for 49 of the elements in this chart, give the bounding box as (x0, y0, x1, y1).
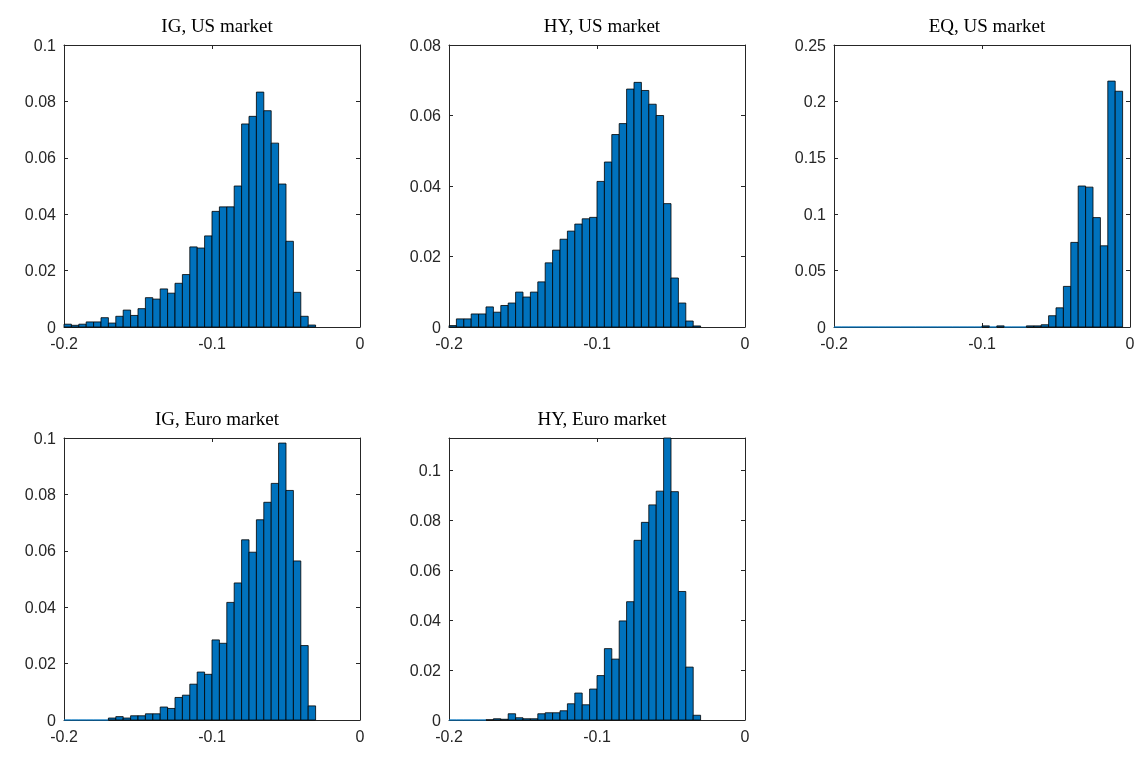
y-tick-label: 0.06 (24, 542, 57, 560)
y-tick-label: 0.06 (409, 107, 442, 124)
y-tick-label: 0.02 (409, 248, 442, 265)
x-tick-label: -0.1 (198, 727, 226, 745)
x-tick-label: -0.2 (820, 334, 848, 352)
y-tick-label: 0.25 (794, 36, 827, 54)
y-tick-label: 0.08 (24, 92, 57, 110)
y-tick-label: 0.06 (24, 149, 57, 167)
x-tick-label: 0 (1125, 334, 1135, 352)
x-tick-label: -0.2 (435, 727, 463, 745)
x-tick-label: -0.2 (50, 334, 78, 352)
x-tick-label: -0.2 (50, 727, 78, 745)
x-tick-label: -0.1 (198, 334, 226, 352)
y-tick-label: 0.08 (409, 511, 442, 529)
y-tick-label: 0.08 (409, 36, 442, 54)
y-tick-label: 0.06 (409, 561, 442, 579)
x-tick-label: 0 (740, 334, 750, 352)
chart-title: IG, Euro market (155, 408, 280, 429)
y-tick-label: 0.04 (24, 598, 57, 616)
y-tick-label: 0.08 (24, 485, 57, 503)
x-tick-label: -0.1 (583, 334, 611, 352)
y-tick-label: 0.1 (803, 205, 827, 223)
y-tick-label: 0.02 (409, 661, 442, 679)
x-tick-label: 0 (355, 334, 365, 352)
chart-title: IG, US market (161, 15, 274, 36)
y-tick-label: 0.04 (24, 205, 57, 223)
x-tick-label: -0.2 (435, 334, 463, 352)
y-tick-label: 0 (817, 318, 827, 336)
y-tick-label: 0.02 (24, 655, 57, 673)
y-tick-label: 0.05 (794, 262, 827, 280)
x-tick-label: 0 (740, 727, 750, 745)
y-tick-label: 0 (432, 711, 442, 729)
y-tick-label: 0.02 (24, 262, 57, 280)
chart-title: HY, US market (543, 15, 661, 36)
y-tick-label: 0.04 (409, 177, 442, 195)
y-tick-label: 0 (47, 318, 57, 336)
y-tick-label: 0.04 (409, 611, 442, 629)
chart-title: EQ, US market (928, 15, 1047, 36)
x-tick-label: -0.1 (968, 334, 996, 352)
y-tick-label: 0.2 (803, 92, 827, 110)
y-tick-label: 0 (432, 318, 442, 336)
y-tick-label: 0.1 (33, 36, 57, 54)
x-tick-label: -0.1 (583, 727, 611, 745)
y-tick-label: 0.15 (794, 149, 827, 167)
chart-title: HY, Euro market (537, 408, 668, 429)
y-tick-label: 0 (47, 711, 57, 729)
x-tick-label: 0 (355, 727, 365, 745)
y-tick-label: 0.1 (33, 429, 57, 447)
y-tick-label: 0.1 (418, 461, 442, 479)
